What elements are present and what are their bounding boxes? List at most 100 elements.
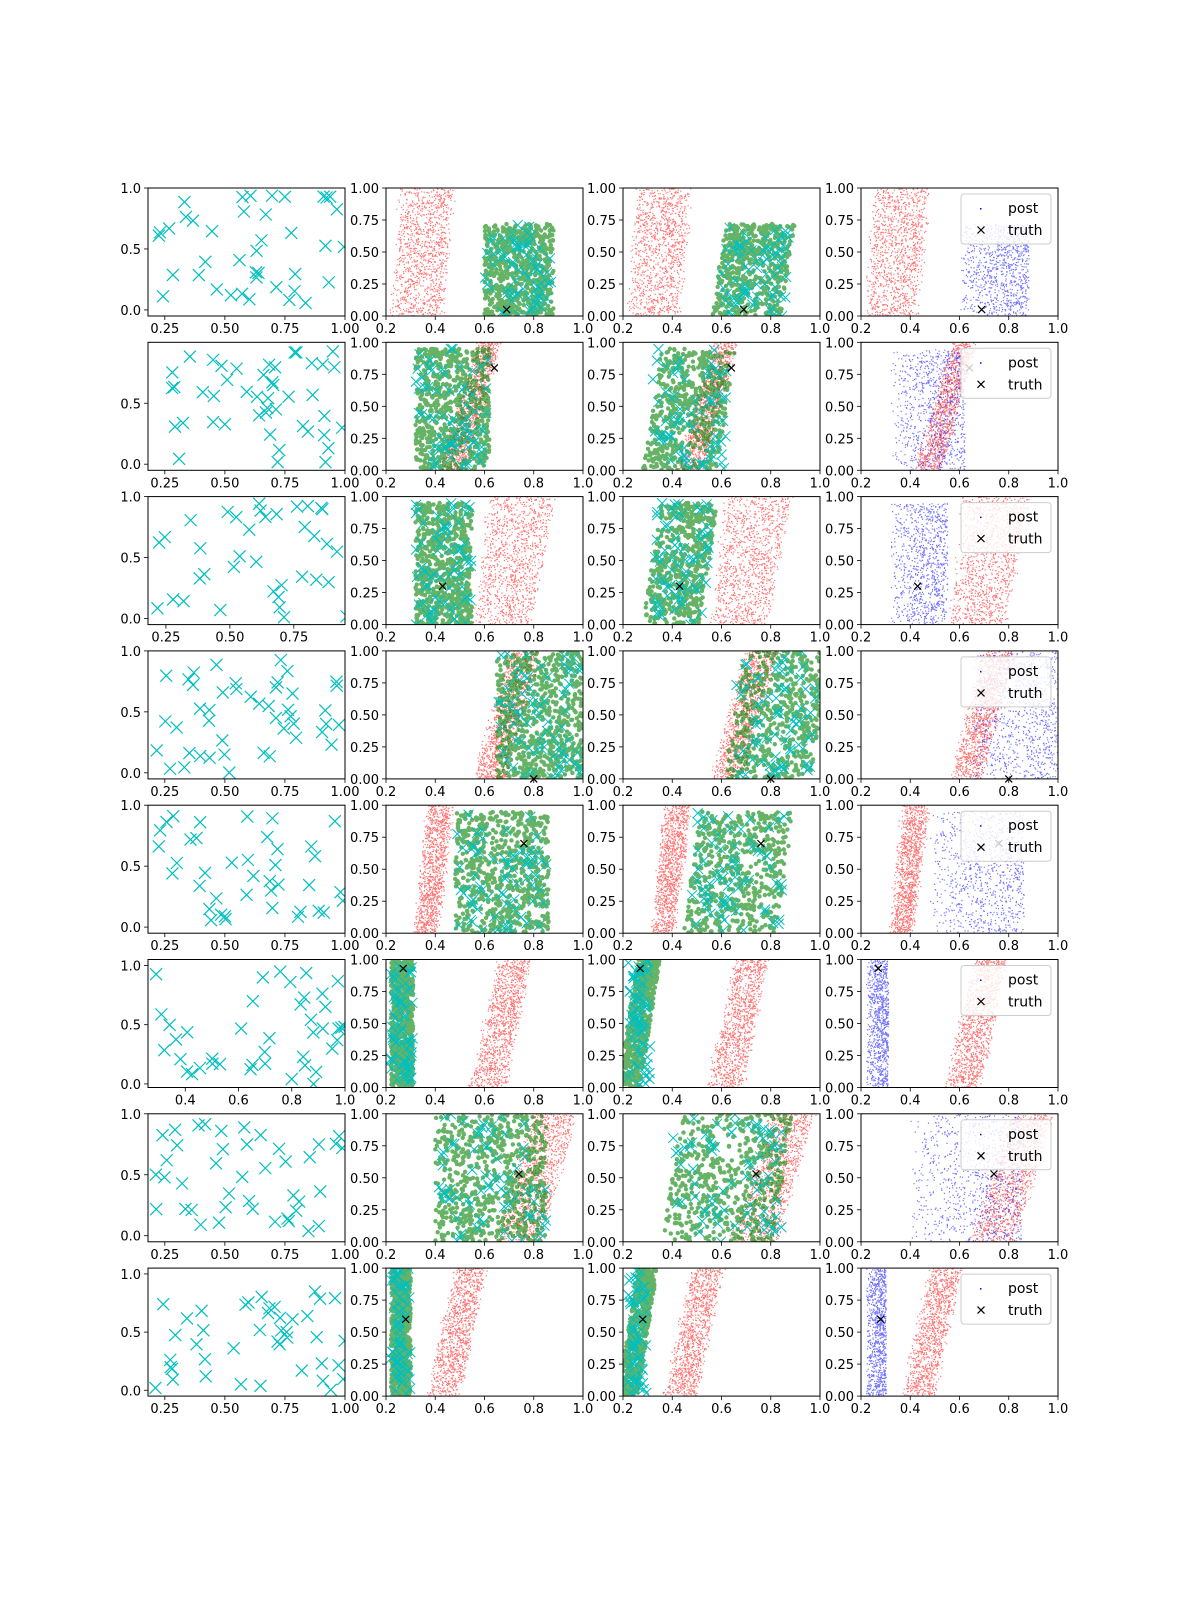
obs-marker bbox=[299, 521, 311, 533]
sample-ytick-label: 0.50 bbox=[350, 246, 379, 261]
obs-marker bbox=[270, 403, 282, 415]
obs-marker bbox=[276, 579, 288, 591]
obs-ytick-label: 0.0 bbox=[120, 921, 141, 936]
obs-xtick-label: 0.25 bbox=[150, 322, 179, 337]
sample-panel-6-2: 0.2 0.4 0.6 0.8 1.00.000.250.500.751.00 bbox=[587, 1108, 830, 1263]
obs-xtick-label: 0.50 bbox=[210, 1248, 239, 1263]
obs-marker bbox=[179, 1203, 191, 1215]
sample-xtick-label: 0.4 bbox=[662, 322, 683, 337]
sample-xtick-label: 0.4 bbox=[900, 1402, 921, 1417]
sample-ytick-label: 0.50 bbox=[350, 1326, 379, 1341]
sample-ytick-label: 0.75 bbox=[350, 831, 379, 846]
sample-ytick-label: 0.50 bbox=[350, 709, 379, 724]
obs-marker bbox=[255, 505, 267, 517]
obs-marker bbox=[199, 1118, 211, 1130]
obs-marker bbox=[266, 190, 278, 202]
sample-panel-6-3: 0.2 0.4 0.6 0.8 1.00.000.250.500.751.00postt… bbox=[825, 1108, 1068, 1263]
sample-ytick-label: 0.00 bbox=[350, 1082, 379, 1097]
obs-marker bbox=[319, 240, 331, 252]
sample-panel-3-2: 0.2 0.4 0.6 0.8 1.00.000.250.500.751.00 bbox=[587, 645, 830, 800]
sample-xtick-label: 0.4 bbox=[900, 939, 921, 954]
sample-ytick-label: 0.75 bbox=[825, 1294, 854, 1309]
obs-marker bbox=[171, 1139, 183, 1151]
prior-samples bbox=[866, 188, 929, 317]
obs-marker bbox=[214, 604, 226, 616]
sample-ytick-label: 0.25 bbox=[825, 741, 854, 756]
sample-ytick-label: 1.00 bbox=[350, 491, 379, 506]
obs-marker bbox=[194, 816, 206, 828]
sample-xtick-label: 0.8 bbox=[523, 939, 544, 954]
obs-marker bbox=[213, 1217, 225, 1229]
obs-marker bbox=[155, 1008, 167, 1020]
obs-marker bbox=[244, 190, 256, 202]
sample-ytick-label: 0.50 bbox=[587, 246, 616, 261]
obs-marker bbox=[167, 593, 179, 605]
sample-ytick-label: 1.00 bbox=[587, 1262, 616, 1277]
obs-marker bbox=[279, 191, 291, 203]
obs-marker bbox=[169, 1329, 181, 1341]
sample-xtick-label: 0.8 bbox=[998, 476, 1019, 491]
sample-xtick-label: 0.6 bbox=[949, 476, 970, 491]
obs-marker bbox=[150, 1203, 162, 1215]
sample-ytick-label: 0.00 bbox=[587, 1236, 616, 1251]
sample-xtick-label: 0.8 bbox=[523, 631, 544, 646]
obs-marker bbox=[309, 850, 321, 862]
sample-points bbox=[476, 649, 587, 783]
sample-frame bbox=[623, 1114, 820, 1242]
obs-marker bbox=[266, 812, 278, 824]
sample-ytick-label: 1.00 bbox=[825, 954, 854, 969]
sample-ytick-label: 0.25 bbox=[350, 1204, 379, 1219]
sample-xtick-label: 0.8 bbox=[760, 476, 781, 491]
obs-marker bbox=[230, 683, 242, 695]
sample-points bbox=[414, 805, 552, 937]
sample-points bbox=[644, 497, 794, 630]
obs-marker bbox=[223, 1187, 235, 1199]
obs-ytick-label: 0.5 bbox=[120, 860, 141, 875]
obs-marker bbox=[242, 854, 254, 866]
obs-marker bbox=[329, 815, 341, 827]
legend-post-label: post bbox=[1008, 201, 1039, 217]
obs-marker bbox=[319, 1001, 331, 1013]
sample-ytick-label: 0.75 bbox=[825, 986, 854, 1001]
legend-post-marker bbox=[980, 825, 982, 827]
obs-marker bbox=[234, 550, 246, 562]
obs-marker bbox=[266, 902, 278, 914]
sample-xtick-label: 0.8 bbox=[998, 1402, 1019, 1417]
obs-marker bbox=[259, 1046, 271, 1058]
legend-post-marker bbox=[980, 362, 982, 364]
obs-marker bbox=[329, 1292, 341, 1304]
obs-marker bbox=[160, 816, 172, 828]
sample-xtick-label: 0.4 bbox=[425, 785, 446, 800]
prior-samples bbox=[903, 1268, 963, 1397]
obs-xtick-label: 0.75 bbox=[270, 939, 299, 954]
obs-marker bbox=[150, 968, 162, 980]
sample-points bbox=[411, 342, 501, 472]
obs-marker bbox=[235, 1023, 247, 1035]
sample-ytick-label: 0.25 bbox=[350, 1358, 379, 1373]
sample-points bbox=[663, 1110, 817, 1247]
obs-marker bbox=[318, 429, 330, 441]
obs-marker bbox=[290, 1205, 302, 1217]
sample-xtick-label: 0.6 bbox=[711, 476, 732, 491]
obs-marker bbox=[174, 1053, 186, 1065]
sample-xtick-label: 0.4 bbox=[425, 631, 446, 646]
obs-marker bbox=[258, 747, 270, 759]
row-2: 0.25 0.50 0.750.00.51.00.2 0.4 0.6 0.8 1.00.00… bbox=[120, 491, 1068, 646]
sample-ytick-label: 0.00 bbox=[825, 1390, 854, 1405]
obs-marker bbox=[322, 442, 334, 454]
sample-ytick-label: 1.00 bbox=[587, 799, 616, 814]
obs-marker bbox=[167, 1374, 179, 1386]
obs-ytick-label: 0.0 bbox=[120, 1384, 141, 1399]
obs-marker bbox=[263, 1032, 275, 1044]
obs-marker bbox=[273, 1143, 285, 1155]
obs-points bbox=[151, 498, 360, 623]
obs-marker bbox=[217, 1143, 229, 1155]
obs-marker bbox=[226, 857, 238, 869]
sample-xtick-label: 0.8 bbox=[998, 1094, 1019, 1109]
proposal-marker bbox=[640, 1068, 650, 1078]
obs-xtick-label: 0.75 bbox=[270, 1248, 299, 1263]
obs-xtick-label: 0.50 bbox=[210, 1402, 239, 1417]
obs-marker bbox=[241, 889, 253, 901]
